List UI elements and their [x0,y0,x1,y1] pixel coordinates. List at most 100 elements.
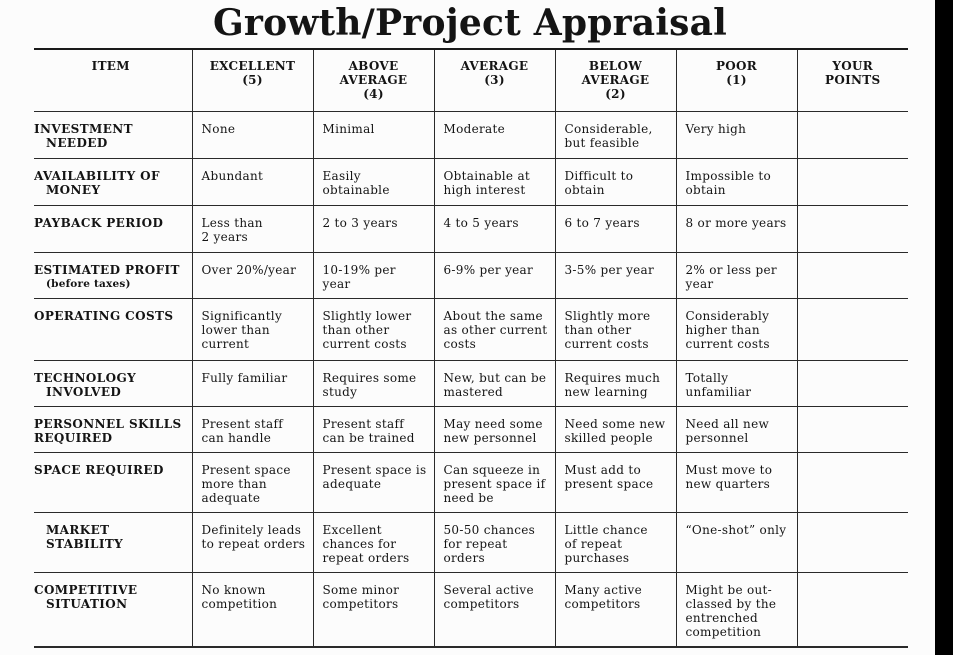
header-line: (2) [605,87,626,101]
row-item-label: SPACE REQUIRED [34,452,192,513]
header-excellent: EXCELLENT (5) [191,48,313,112]
cell-excellent: Fully familiar [191,360,313,407]
appraisal-table: ITEM EXCELLENT (5) ABOVE AVERAGE (4) AVERAGE (3… [34,48,908,647]
header-line: EXCELLENT [209,59,296,73]
cell-line: Definitely leads [201,522,302,537]
cell-line: repeat orders [322,550,410,565]
cell-line: new personnel [443,430,537,445]
row-item-label: PERSONNEL SKILLS REQUIRED [34,406,192,453]
cell-line: present space if [443,476,546,491]
cell-excellent: No known competition [191,572,313,647]
your-points-cell[interactable] [796,205,908,253]
cell-line: new learning [564,384,648,399]
row-item-label: PAYBACK PERIOD [34,205,192,253]
item-subtitle: (before taxes) [46,277,131,290]
cell-line: Very high [685,121,747,136]
cell-average: 4 to 5 years [433,205,555,253]
item-line: REQUIRED [34,430,113,445]
cell-line: competition [685,624,762,639]
item-line: AVAILABILITY OF [34,168,160,183]
cell-below-average: Must add to present space [554,452,676,513]
your-points-cell[interactable] [796,360,908,407]
cell-line: Present space is [322,462,427,477]
cell-line: 6-9% per year [443,262,534,277]
item-line: STABILITY [46,536,124,551]
item-line: ESTIMATED PROFIT [34,262,180,277]
cell-above-average: 10-19% per year [312,252,434,299]
cell-above-average: Minimal [312,111,434,159]
header-line: AVERAGE [581,73,650,87]
header-above-average: ABOVE AVERAGE (4) [312,48,434,112]
item-line: SPACE REQUIRED [34,462,164,477]
cell-above-average: Excellent chances for repeat orders [312,512,434,573]
your-points-cell[interactable] [796,452,908,513]
row-item-label: ESTIMATED PROFIT (before taxes) [34,252,192,299]
cell-line: high interest [443,182,526,197]
cell-line: Abundant [201,168,264,183]
cell-line: higher than [685,322,760,337]
row-item-label: INVESTMENT NEEDED [34,111,192,159]
cell-line: mastered [443,384,504,399]
cell-line: for repeat [443,536,508,551]
cell-excellent: Less than 2 years [191,205,313,253]
cell-line: to repeat orders [201,536,306,551]
cell-line: as other current [443,322,548,337]
cell-line: competitors [564,596,641,611]
cell-average: Moderate [433,111,555,159]
cell-average: 50-50 chances for repeat orders [433,512,555,573]
cell-line: competitors [443,596,520,611]
cell-line: year [685,276,714,291]
cell-below-average: Slightly more than other current costs [554,298,676,361]
cell-poor: Might be out-classed by the entrenched com… [675,572,797,647]
item-line: INVOLVED [46,384,122,399]
cell-line: Moderate [443,121,506,136]
cell-line: adequate [322,476,382,491]
cell-line: study [322,384,358,399]
cell-line: Can squeeze in [443,462,541,477]
your-points-cell[interactable] [796,252,908,299]
cell-line: Might be out- [685,582,772,597]
cell-line: Less than [201,215,263,230]
cell-line: Over 20%/year [201,262,297,277]
cell-line: competitors [322,596,399,611]
your-points-cell[interactable] [796,298,908,361]
bottom-rule [34,647,908,648]
cell-line: can handle [201,430,272,445]
cell-line: Fully familiar [201,370,288,385]
cell-line: 2 years [201,229,248,244]
cell-line: current [201,336,250,351]
row-item-label: OPERATING COSTS [34,298,192,361]
cell-line: Considerably [685,308,770,323]
your-points-cell[interactable] [796,111,908,159]
cell-average: May need some new personnel [433,406,555,453]
cell-line: Need all new [685,416,770,431]
cell-line: “One-shot” only [685,522,787,537]
cell-above-average: Easily obtainable [312,158,434,206]
cell-average: Several active competitors [433,572,555,647]
cell-above-average: 2 to 3 years [312,205,434,253]
cell-line: obtain [564,182,605,197]
table-row: INVESTMENT NEEDED None Minimal Moderate Consi… [34,111,908,159]
your-points-cell[interactable] [796,512,908,573]
cell-line: Slightly more [564,308,651,323]
your-points-cell[interactable] [796,158,908,206]
cell-average: About the same as other current costs [433,298,555,361]
cell-line: Considerable, [564,121,653,136]
header-line: AVERAGE [460,59,529,73]
cell-below-average: 6 to 7 years [554,205,676,253]
cell-excellent: Over 20%/year [191,252,313,299]
cell-line: competition [201,596,278,611]
cell-poor: “One-shot” only [675,512,797,573]
row-item-label: COMPETITIVE SITUATION [34,572,192,647]
cell-average: Can squeeze in present space if need be [433,452,555,513]
table-row: ESTIMATED PROFIT (before taxes) Over 20%/y… [34,252,908,299]
table-row: TECHNOLOGY INVOLVED Fully familiar Requires… [34,360,908,407]
your-points-cell[interactable] [796,406,908,453]
cell-above-average: Some minor competitors [312,572,434,647]
item-line: PAYBACK PERIOD [34,215,164,230]
cell-line: classed by the [685,596,777,611]
your-points-cell[interactable] [796,572,908,647]
cell-line: 3-5% per year [564,262,655,277]
cell-line: 6 to 7 years [564,215,640,230]
cell-above-average: Present space is adequate [312,452,434,513]
